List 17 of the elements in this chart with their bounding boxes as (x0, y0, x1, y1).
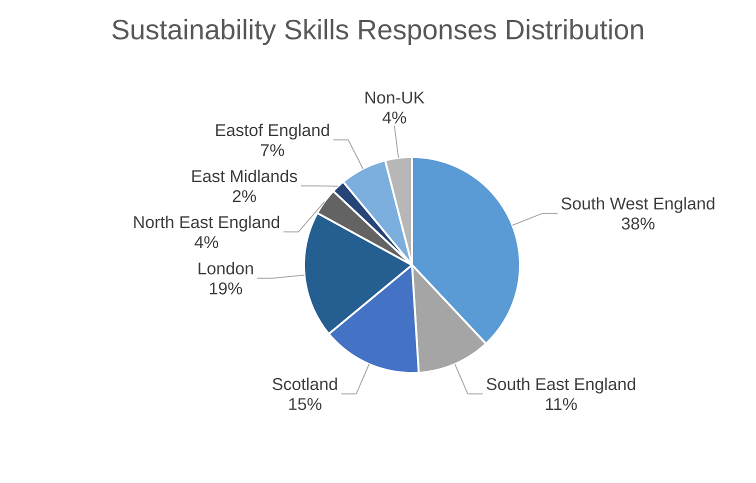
data-label: 2% (232, 190, 256, 202)
slice-label: London (198, 262, 253, 274)
data-label: 38% (622, 218, 654, 230)
data-label: 19% (210, 282, 242, 294)
slice-label: North East England (134, 216, 280, 232)
chart-title: Sustainability Skills Responses Distribution (112, 18, 643, 46)
data-label: 11% (546, 398, 577, 410)
data-label: 4% (194, 236, 218, 248)
data-label: 7% (261, 144, 284, 156)
slice-label: South East England (486, 378, 636, 394)
slice-label: East Midlands (192, 170, 298, 182)
slice-label: Non-UK (366, 92, 424, 104)
slice-label: Eastof England (216, 124, 329, 140)
slice-label: Scotland (272, 378, 337, 390)
data-label: 4% (382, 112, 406, 124)
data-label: 15% (289, 398, 322, 410)
slice-label: South West England (562, 197, 714, 213)
